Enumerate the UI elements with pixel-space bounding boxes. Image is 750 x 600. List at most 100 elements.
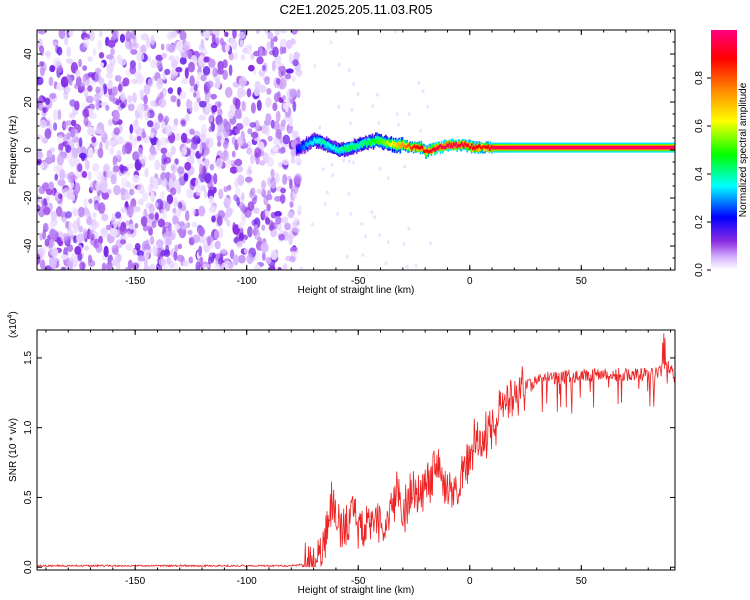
- signal-segment: [401, 141, 404, 146]
- noise-blob: [150, 191, 155, 203]
- noise-blob: [232, 254, 239, 266]
- noise-blob: [184, 161, 192, 171]
- noise-blob: [262, 49, 268, 57]
- signal-segment: [295, 148, 298, 156]
- noise-blob: [277, 224, 282, 232]
- noise-blob: [68, 30, 74, 37]
- noise-blob: [151, 220, 157, 229]
- signal-segment: [347, 148, 349, 153]
- noise-blob: [149, 145, 156, 154]
- signal-segment: [576, 146, 579, 150]
- signal-segment: [561, 146, 563, 150]
- noise-blob: [92, 212, 97, 218]
- signal-segment: [465, 143, 467, 147]
- signal-segment: [670, 146, 673, 150]
- signal-segment: [552, 146, 554, 150]
- signal-segment: [513, 146, 515, 150]
- noise-blob: [43, 206, 51, 216]
- noise-blob: [274, 210, 282, 217]
- signal-segment: [386, 140, 388, 148]
- noise-blob: [280, 119, 286, 127]
- noise-blob: [226, 219, 231, 227]
- noise-blob: [127, 163, 135, 169]
- noise-blob: [288, 115, 293, 127]
- signal-segment: [350, 142, 352, 150]
- noise-blob: [384, 261, 388, 266]
- noise-blob: [236, 196, 240, 206]
- noise-blob: [293, 217, 298, 224]
- noise-blob: [127, 103, 135, 112]
- signal-segment: [313, 138, 316, 146]
- noise-blob: [285, 68, 294, 74]
- noise-blob: [107, 118, 113, 127]
- signal-segment: [669, 146, 671, 150]
- signal-segment: [373, 139, 376, 144]
- signal-segment: [421, 145, 424, 149]
- signal-segment: [527, 146, 530, 150]
- signal-segment: [650, 146, 653, 150]
- noise-blob: [129, 65, 137, 75]
- signal-segment: [424, 149, 426, 153]
- colorbar-tick-label: 0.8: [694, 71, 705, 85]
- noise-blob: [275, 110, 281, 122]
- signal-segment: [632, 146, 635, 150]
- noise-blob: [270, 38, 274, 50]
- noise-blob: [224, 43, 230, 52]
- noise-blob: [356, 92, 360, 97]
- signal-segment: [517, 146, 520, 150]
- noise-blob: [112, 97, 120, 105]
- noise-blob: [278, 233, 286, 241]
- signal-segment: [378, 140, 380, 145]
- noise-blob: [282, 134, 291, 145]
- spectrogram-noise-layer: [37, 30, 432, 270]
- signal-segment: [532, 146, 534, 150]
- noise-blob: [378, 233, 382, 237]
- signal-segment: [453, 142, 455, 146]
- noise-blob: [121, 177, 128, 188]
- noise-blob: [172, 207, 177, 214]
- signal-segment: [430, 149, 433, 153]
- noise-blob: [183, 144, 188, 156]
- noise-blob: [100, 182, 107, 192]
- signal-segment: [378, 136, 380, 144]
- noise-blob: [180, 132, 188, 144]
- noise-blob: [294, 173, 302, 185]
- noise-blob: [129, 132, 134, 141]
- noise-blob: [120, 239, 127, 245]
- noise-blob: [82, 37, 90, 48]
- signal-segment: [340, 147, 342, 152]
- noise-blob: [96, 171, 105, 182]
- noise-blob: [195, 261, 201, 270]
- noise-blob: [58, 193, 63, 200]
- noise-blob: [126, 204, 134, 216]
- noise-blob: [378, 166, 382, 171]
- noise-blob: [104, 139, 109, 151]
- noise-blob: [229, 166, 238, 174]
- colorbar-ticks: 0.0 0.2 0.4 0.6 0.8: [694, 71, 711, 277]
- noise-blob: [270, 252, 278, 260]
- signal-segment: [582, 146, 584, 150]
- noise-blob: [247, 165, 252, 175]
- noise-blob: [129, 188, 135, 196]
- signal-segment: [412, 146, 415, 152]
- noise-blob: [192, 135, 201, 145]
- noise-blob: [157, 218, 165, 228]
- noise-blob: [175, 41, 184, 52]
- signal-segment: [641, 146, 644, 150]
- x-tick-label: 50: [576, 576, 588, 587]
- x-tick-label: -50: [351, 276, 366, 287]
- noise-blob: [112, 247, 119, 255]
- noise-blob: [173, 179, 180, 188]
- signal-segment: [312, 140, 315, 145]
- signal-segment: [470, 143, 473, 147]
- noise-blob: [116, 149, 122, 159]
- noise-blob: [238, 76, 247, 87]
- noise-blob: [46, 149, 53, 159]
- noise-blob: [201, 123, 207, 135]
- noise-blob: [106, 63, 114, 74]
- noise-blob: [397, 122, 400, 127]
- noise-blob: [279, 30, 288, 34]
- signal-segment: [436, 146, 438, 150]
- noise-blob: [48, 76, 54, 87]
- signal-segment: [607, 146, 609, 150]
